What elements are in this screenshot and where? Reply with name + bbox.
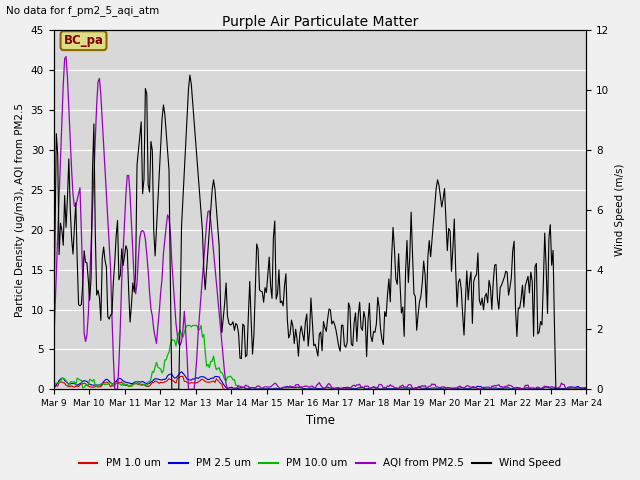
Text: No data for f_pm2_5_aqi_atm: No data for f_pm2_5_aqi_atm [6, 5, 159, 16]
Y-axis label: Wind Speed (m/s): Wind Speed (m/s) [615, 164, 625, 256]
Legend: PM 1.0 um, PM 2.5 um, PM 10.0 um, AQI from PM2.5, Wind Speed: PM 1.0 um, PM 2.5 um, PM 10.0 um, AQI fr… [74, 454, 566, 472]
Y-axis label: Particle Density (ug/m3), AQI from PM2.5: Particle Density (ug/m3), AQI from PM2.5 [15, 103, 25, 317]
Title: Purple Air Particulate Matter: Purple Air Particulate Matter [222, 15, 418, 29]
Text: BC_pa: BC_pa [63, 34, 104, 47]
X-axis label: Time: Time [305, 414, 335, 427]
